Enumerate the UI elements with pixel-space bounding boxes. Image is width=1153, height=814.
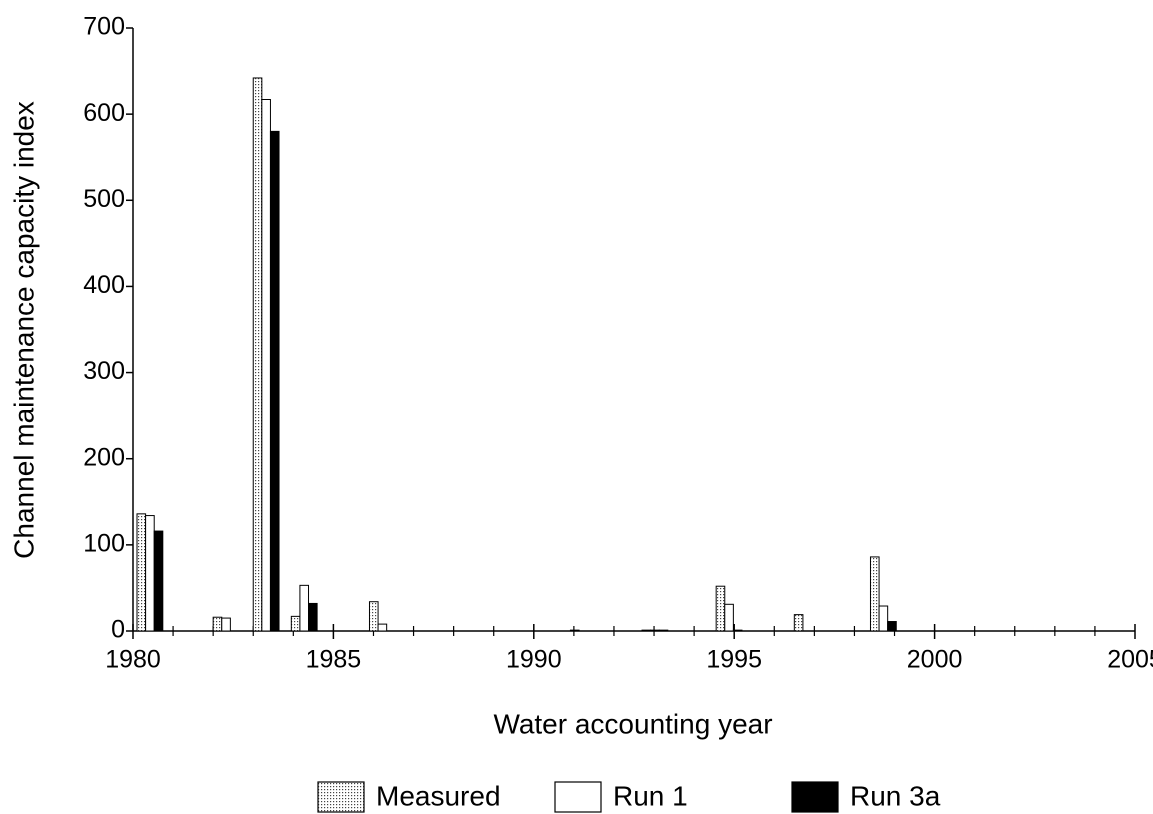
y-tick-label: 700 bbox=[83, 13, 125, 41]
legend-swatch bbox=[554, 781, 602, 813]
y-tick-label: 0 bbox=[111, 616, 125, 644]
x-axis-label: Water accounting year bbox=[493, 708, 772, 739]
bar bbox=[290, 615, 301, 632]
y-tick-label: 500 bbox=[83, 185, 125, 213]
legend-label: Measured bbox=[376, 780, 501, 811]
legend-swatch bbox=[791, 781, 839, 813]
x-tick-label: 2005 bbox=[1107, 646, 1153, 674]
bar bbox=[136, 513, 147, 632]
bar bbox=[650, 629, 660, 632]
x-tick-label: 1990 bbox=[506, 646, 562, 674]
legend-label: Run 1 bbox=[613, 780, 688, 811]
bar bbox=[377, 623, 388, 632]
y-tick-label: 600 bbox=[83, 99, 125, 127]
bar bbox=[145, 515, 155, 632]
bar bbox=[869, 556, 880, 632]
legend-swatch bbox=[317, 781, 365, 813]
y-tick-label: 300 bbox=[83, 357, 125, 385]
y-tick-label: 100 bbox=[83, 529, 125, 557]
bar bbox=[269, 130, 280, 632]
bar bbox=[308, 602, 318, 632]
x-tick-label: 1995 bbox=[706, 646, 762, 674]
bar bbox=[658, 629, 669, 632]
bar bbox=[715, 585, 726, 632]
bar bbox=[261, 98, 271, 632]
bar bbox=[153, 530, 164, 632]
y-tick-label: 200 bbox=[83, 443, 125, 471]
x-tick-label: 1985 bbox=[306, 646, 362, 674]
bar bbox=[641, 629, 652, 632]
x-tick-label: 1980 bbox=[105, 646, 161, 674]
legend-label: Run 3a bbox=[850, 780, 941, 811]
bar bbox=[299, 584, 310, 632]
bar bbox=[368, 601, 379, 632]
bar bbox=[732, 629, 743, 632]
x-tick-label: 2000 bbox=[907, 646, 963, 674]
bar bbox=[569, 629, 580, 632]
y-tick-label: 400 bbox=[83, 271, 125, 299]
bar bbox=[212, 616, 223, 632]
bar bbox=[878, 605, 889, 632]
bar bbox=[252, 77, 263, 632]
y-axis-label: Channel maintenance capacity index bbox=[8, 101, 39, 559]
bar bbox=[221, 617, 231, 632]
bar bbox=[887, 621, 897, 632]
bar bbox=[724, 603, 734, 632]
bar bbox=[793, 614, 804, 632]
